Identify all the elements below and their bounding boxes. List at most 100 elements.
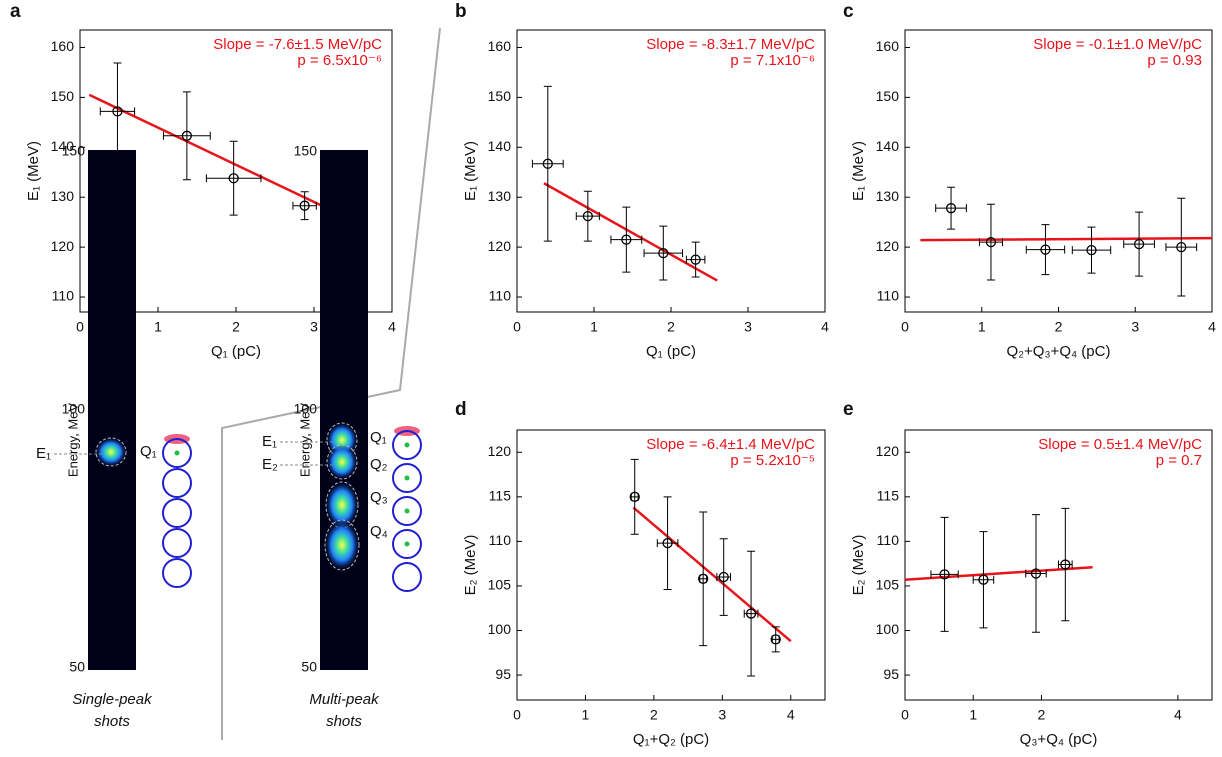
y-tick-label: 150 <box>876 88 900 104</box>
caption: shots <box>94 713 130 730</box>
data-point <box>181 130 193 141</box>
data-point <box>1133 238 1145 250</box>
bucket <box>162 558 192 588</box>
x-tick-label: 3 <box>1131 319 1139 335</box>
x-tick-label: 0 <box>513 319 521 335</box>
y-tick-label: 110 <box>489 532 512 548</box>
y-tick-label: 50 <box>301 659 317 675</box>
x-tick-label: 2 <box>650 707 658 723</box>
annotation: Slope = 0.5±1.4 MeV/pC <box>1038 436 1202 453</box>
bucket <box>162 528 192 558</box>
x-error-bar <box>1165 243 1198 252</box>
peak-label: E₁ <box>36 445 51 462</box>
charge-label: Q₄ <box>370 523 388 540</box>
y-tick-label: 115 <box>489 488 512 504</box>
spectrum-peak <box>95 437 127 467</box>
y-tick-label: 110 <box>52 288 75 304</box>
x-tick-label: 0 <box>901 707 909 723</box>
data-point <box>299 200 310 211</box>
caption: Multi-peak <box>309 691 380 708</box>
x-tick-label: 4 <box>1174 707 1182 723</box>
caption: shots <box>326 713 362 730</box>
x-error-bar <box>610 235 643 244</box>
annotation: p = 6.5x10⁻⁶ <box>297 52 382 69</box>
y-tick-label: 130 <box>51 188 75 204</box>
x-error-bar <box>1071 246 1112 255</box>
bunch <box>174 450 180 456</box>
peak-outline <box>326 444 358 480</box>
x-error-bar <box>685 255 706 264</box>
y-tick-label: 150 <box>51 88 75 104</box>
data-point <box>1060 559 1071 570</box>
y-tick-label: 150 <box>488 88 512 104</box>
data-point <box>1030 568 1042 579</box>
y-axis-label: E₁ (MeV) <box>25 141 42 201</box>
x-tick-label: 2 <box>667 319 675 335</box>
x-tick-label: 3 <box>718 707 726 723</box>
x-tick-label: 4 <box>821 319 829 335</box>
y-axis-label: E₁ (MeV) <box>850 141 867 201</box>
divider <box>221 27 441 740</box>
x-error-bar <box>99 107 136 116</box>
x-tick-label: 4 <box>787 707 795 723</box>
x-error-bar <box>575 212 600 221</box>
y-axis-label: E₂ (MeV) <box>462 535 479 596</box>
charge-label: Q₁ <box>370 429 387 446</box>
charge-label: Q₂ <box>370 456 388 473</box>
y-tick-label: 120 <box>488 238 512 254</box>
fit-line <box>632 506 792 643</box>
annotation: Slope = -7.6±1.5 MeV/pC <box>213 36 382 53</box>
x-axis-label: Q₂+Q₃+Q₄ (pC) <box>1007 343 1111 360</box>
y-tick-label: 140 <box>876 138 900 154</box>
y-tick-label: 140 <box>488 138 512 154</box>
x-tick-label: 0 <box>513 707 521 723</box>
y-tick-label: 150 <box>294 143 318 159</box>
data-point <box>985 236 997 248</box>
y-axis-label: E₂ (MeV) <box>850 535 867 596</box>
y-tick-label: 160 <box>488 38 512 54</box>
x-tick-label: 0 <box>901 319 909 335</box>
peak-outline <box>95 437 127 467</box>
y-tick-label: 50 <box>69 659 85 675</box>
annotation: Slope = -0.1±1.0 MeV/pC <box>1033 36 1202 53</box>
annotation: p = 5.2x10⁻⁵ <box>730 452 815 469</box>
x-error-bar <box>656 539 679 548</box>
data-point <box>112 106 123 117</box>
caption: Single-peak <box>72 691 153 708</box>
fit-line <box>920 236 1213 242</box>
x-tick-label: 4 <box>1208 319 1216 335</box>
y-tick-label: 100 <box>876 621 900 637</box>
data-point <box>698 573 709 584</box>
y-tick-label: 120 <box>876 443 900 459</box>
bunch <box>404 541 410 547</box>
data-point <box>658 247 669 259</box>
bunch <box>404 508 410 514</box>
x-tick-label: 3 <box>744 319 752 335</box>
data-point <box>945 203 957 214</box>
charge-label: Q₃ <box>370 489 388 506</box>
x-tick-label: 1 <box>154 319 162 335</box>
x-error-bar <box>1123 240 1155 249</box>
x-tick-label: 1 <box>969 707 977 723</box>
y-axis-label: Energy, MeV <box>65 403 80 478</box>
x-tick-label: 2 <box>232 319 240 335</box>
annotation: p = 7.1x10⁻⁶ <box>730 52 815 69</box>
annotation: p = 0.93 <box>1147 52 1202 69</box>
plot-frame <box>516 29 826 313</box>
y-tick-label: 130 <box>876 188 900 204</box>
data-point <box>770 634 781 645</box>
bucket <box>162 498 192 528</box>
bucket <box>162 438 192 468</box>
x-tick-label: 2 <box>1038 707 1046 723</box>
y-tick-label: 120 <box>876 238 900 254</box>
peak-label: E₂ <box>262 456 278 473</box>
x-axis-label: Q₁ (pC) <box>646 343 696 360</box>
spectrum-peak <box>326 444 358 480</box>
bunch <box>404 442 410 448</box>
bucket <box>392 430 422 460</box>
charge-label: Q₁ <box>140 443 157 460</box>
spectrum-peak <box>325 481 359 529</box>
x-tick-label: 4 <box>388 319 396 335</box>
y-tick-label: 100 <box>294 401 318 417</box>
x-error-bar <box>930 570 959 579</box>
